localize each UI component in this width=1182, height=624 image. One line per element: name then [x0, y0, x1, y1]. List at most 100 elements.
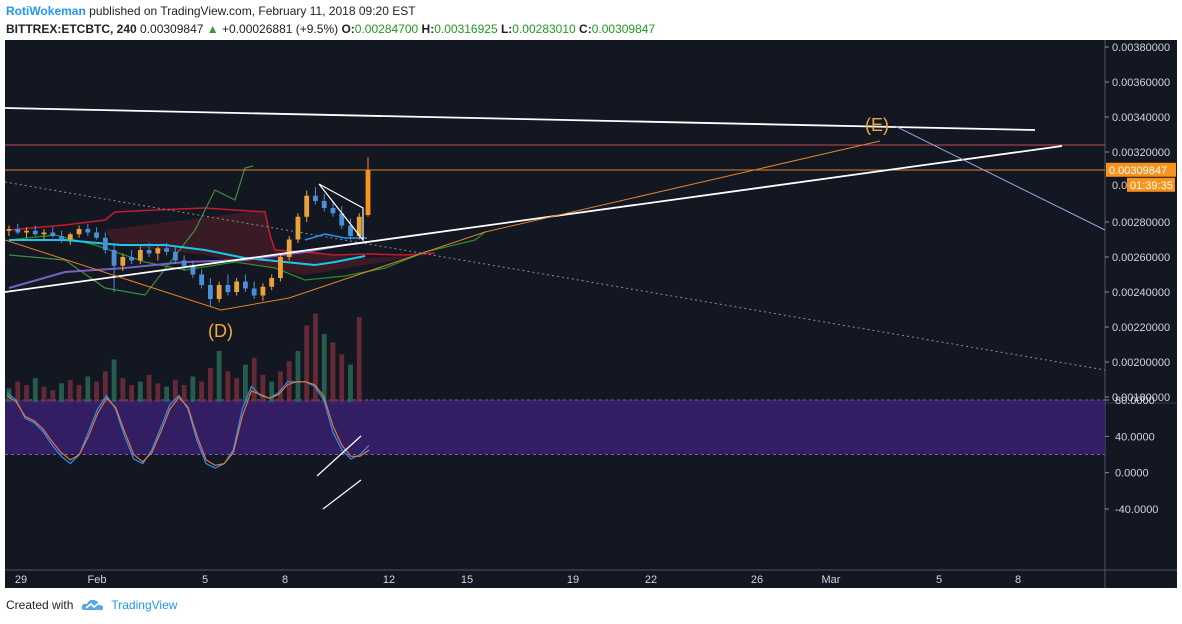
candle-body [85, 229, 91, 233]
price-tick-label: 0.00320000 [1112, 147, 1170, 159]
volume-bar [6, 388, 12, 402]
lower-trendline [4, 145, 1063, 293]
volume-bar [251, 357, 257, 402]
projection-line [894, 125, 1106, 231]
volume-bar [330, 342, 336, 402]
volume-bar [295, 351, 301, 402]
tradingview-cloud-icon [82, 599, 104, 611]
candle-body [32, 230, 38, 235]
volume-bar [172, 379, 178, 402]
candle-body [172, 251, 178, 261]
time-tick-label: Mar [822, 574, 841, 586]
candle-body [207, 285, 213, 299]
candle-body [137, 250, 143, 261]
author-link[interactable]: RotiWokeman [6, 4, 86, 18]
candle-body [295, 216, 301, 240]
price-tick-label: 0.00200000 [1112, 357, 1170, 369]
volume-bar [164, 386, 170, 402]
candle-body [260, 286, 266, 296]
candle-body [225, 285, 231, 292]
stoch-trend-lower [322, 479, 362, 510]
volume-bar [94, 381, 99, 402]
candle-body [24, 230, 29, 233]
price-tick-label: 0.00380000 [1112, 42, 1170, 54]
volume-bar [146, 374, 152, 402]
candle-body [365, 169, 371, 215]
candle-body [199, 274, 205, 285]
time-tick-label: 8 [1015, 574, 1021, 586]
candle-body [313, 195, 318, 201]
published-text: published on TradingView.com, February 1… [89, 4, 416, 18]
candle-body [181, 260, 187, 266]
volume-bar [111, 359, 117, 402]
candle-body [356, 216, 362, 236]
last-price-label: 0.00309847 [1109, 165, 1167, 177]
volume-bar [243, 364, 248, 402]
price-tick-label: 0.00220000 [1112, 322, 1170, 334]
kijun-sen [9, 239, 366, 267]
time-tick-label: 5 [936, 574, 942, 586]
chikou-span [8, 165, 254, 296]
volume-bar [339, 354, 345, 402]
candle-body [216, 285, 222, 299]
osc-tick-label: -40.0000 [1115, 504, 1158, 516]
price-tick-label: 0.00340000 [1112, 112, 1170, 124]
candle-body [76, 229, 82, 235]
last-price: 0.00309847 [140, 22, 204, 36]
elliott-wave-line [4, 140, 881, 311]
volume-bar [129, 385, 134, 402]
dotted-trendline [4, 181, 1106, 371]
osc-tick-label: 0.0000 [1115, 468, 1149, 480]
publish-info: RotiWokeman published on TradingView.com… [6, 4, 416, 18]
stoch-trend-upper [316, 435, 362, 477]
candle-body [6, 229, 12, 231]
osc-tick-label: 80.0000 [1115, 395, 1155, 407]
time-tick-label: 29 [15, 574, 27, 586]
volume-bar [313, 313, 318, 402]
open-value: 0.00284700 [354, 22, 419, 36]
chart-svg[interactable]: (D) (E) 0.00380000 0.00360000 0.00340000 0.0… [4, 40, 1177, 588]
candle-body [190, 265, 196, 275]
volume-bar [269, 381, 275, 402]
time-tick-label: 12 [383, 574, 395, 586]
tenkan-sen [304, 233, 367, 241]
price-change: +0.00026881 (+9.5%) [222, 22, 339, 36]
up-arrow-icon: ▲ [206, 22, 219, 36]
wave-d-label: (D) [208, 321, 233, 341]
volume-bars [6, 313, 362, 402]
volume-bar [15, 381, 21, 402]
volume-bar [278, 371, 283, 402]
candle-body [286, 239, 292, 257]
last-price-badge [1106, 162, 1176, 177]
ichimoku-cloud [105, 210, 425, 275]
volume-bar [356, 317, 362, 402]
volume-bar [67, 379, 73, 402]
price-tick-label: 0.00180000 [1112, 392, 1170, 404]
candle-body [102, 237, 108, 250]
volume-bar [32, 378, 38, 402]
time-tick-label: 8 [282, 574, 288, 586]
volume-bar [225, 371, 231, 402]
candle-body [120, 257, 126, 266]
volume-bar [181, 385, 187, 402]
candle-body [67, 234, 73, 240]
volume-bar [85, 376, 91, 402]
candle-body [94, 232, 99, 238]
senkou-span-b [8, 207, 436, 256]
candle-body [111, 250, 117, 266]
candle-body [269, 278, 275, 287]
volume-bar [216, 351, 222, 402]
chart-area[interactable]: (D) (E) 0.00380000 0.00360000 0.00340000 0.0… [4, 40, 1177, 588]
low-value: 0.00283010 [512, 22, 576, 36]
time-tick-label: 15 [461, 574, 473, 586]
candle-body [321, 201, 327, 208]
volume-bar [234, 378, 240, 402]
candle-body [41, 232, 47, 235]
tradingview-link[interactable]: TradingView [111, 598, 178, 612]
footer: Created with TradingView [6, 598, 177, 612]
wave-e-label: (E) [865, 115, 889, 135]
candle-body [155, 248, 161, 254]
candle-body [304, 195, 310, 217]
volume-bar [102, 371, 108, 402]
time-tick-label: 5 [202, 574, 208, 586]
